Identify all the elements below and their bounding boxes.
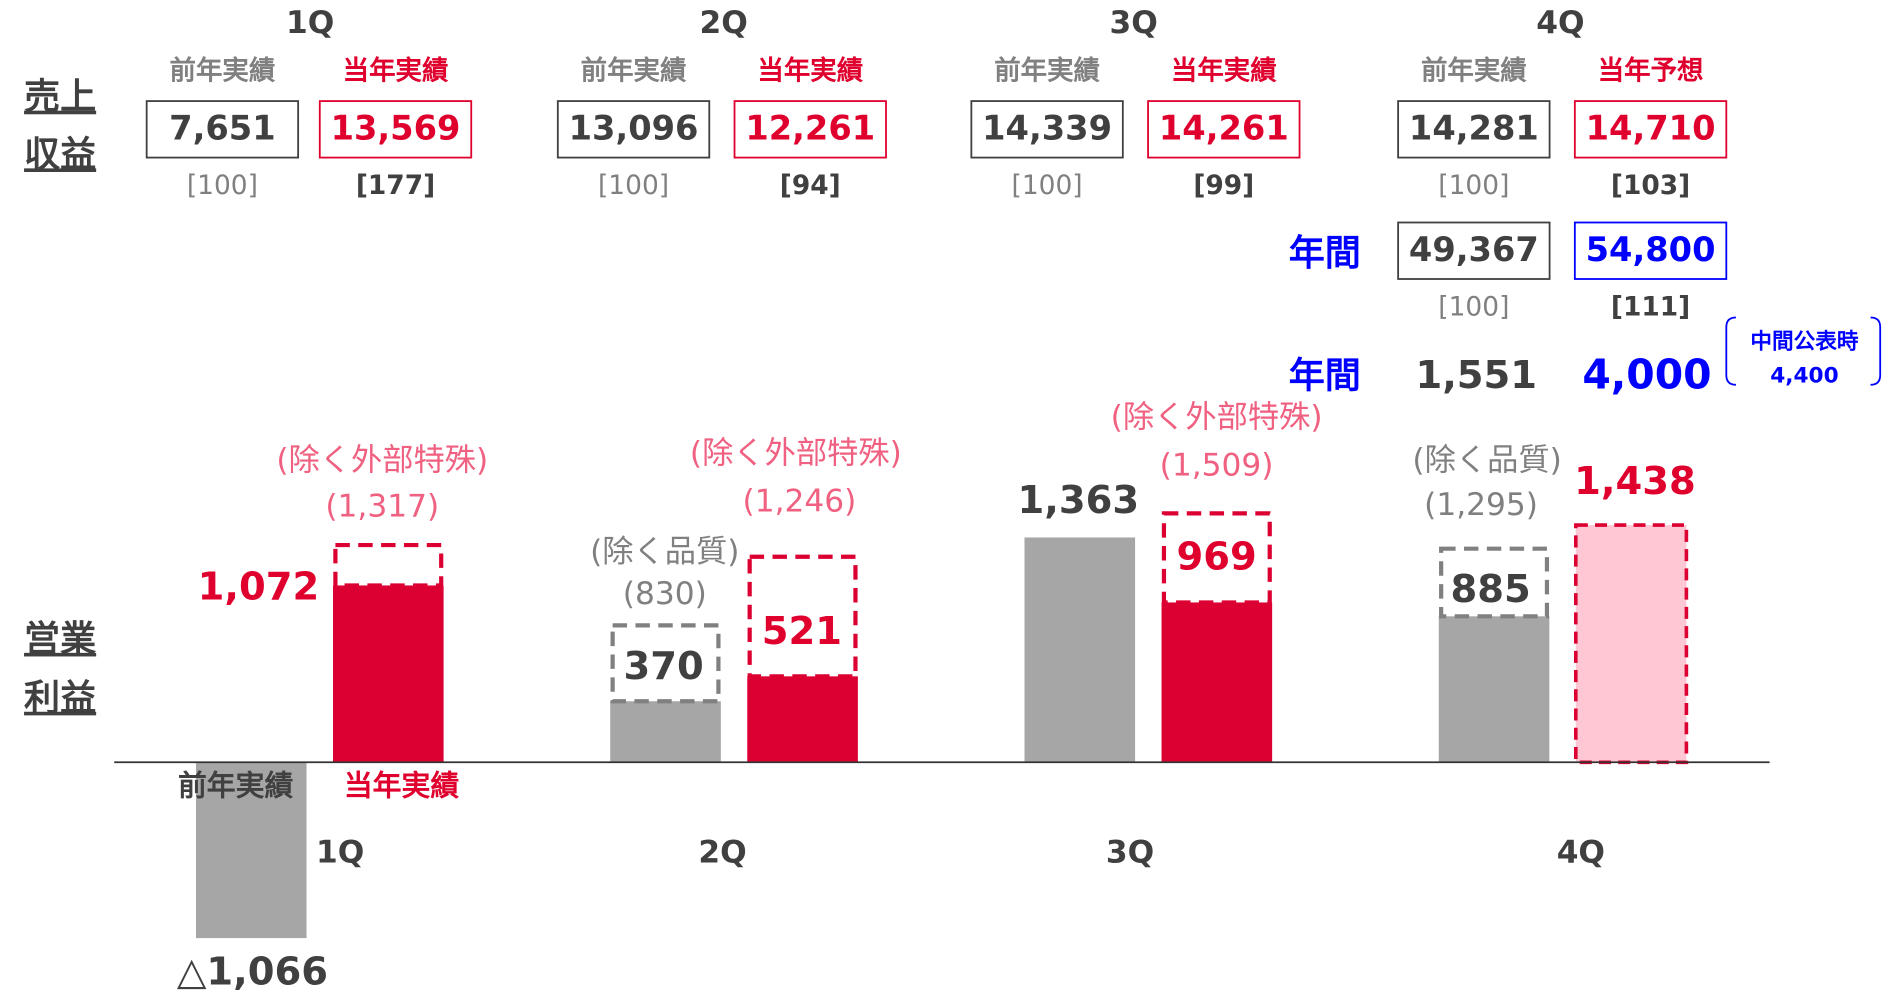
column-header: 当年予想 xyxy=(1598,56,1704,87)
column-header: 当年実績 xyxy=(1171,56,1277,87)
revenue-value: 14,339 xyxy=(982,108,1112,147)
value-label: 1,363 xyxy=(1018,478,1140,523)
x-tick-label: 1Q xyxy=(316,835,364,871)
bar xyxy=(1573,523,1689,765)
interim-note: 中間公表時 xyxy=(1750,330,1859,355)
adjusted-value: (1,509) xyxy=(1160,448,1274,484)
row-label: 利益 xyxy=(24,677,96,719)
adjusted-box xyxy=(610,623,721,704)
adjusted-value: (1,317) xyxy=(325,488,439,524)
value-box xyxy=(1397,100,1551,159)
x-tick-label: 3Q xyxy=(1106,835,1154,871)
index-label: [100] xyxy=(1438,291,1509,322)
adjusted-note: (除く外部特殊) xyxy=(690,436,902,472)
value-box xyxy=(556,100,711,159)
value-box xyxy=(970,100,1124,159)
adjusted-note: (除く品質) xyxy=(1412,443,1561,479)
row-label: 営業 xyxy=(24,618,96,660)
revenue-value: 13,096 xyxy=(569,108,699,147)
bar xyxy=(1161,602,1273,763)
quarter-header: 1Q xyxy=(286,5,334,41)
value-label: △1,066 xyxy=(177,949,328,994)
quarter-header: 2Q xyxy=(700,5,748,41)
adjusted-box xyxy=(1161,511,1272,605)
legend-entry: 当年実績 xyxy=(344,769,460,803)
legend-entry: 前年実績 xyxy=(178,769,294,803)
adjusted-box xyxy=(333,542,444,588)
bar xyxy=(195,762,307,939)
row-label: 収益 xyxy=(24,133,96,175)
value-label: 521 xyxy=(762,609,842,654)
row-label: 売上 xyxy=(24,76,96,118)
x-tick-label: 4Q xyxy=(1557,835,1605,871)
x-tick-label: 2Q xyxy=(698,835,746,871)
annual-label: 年間 xyxy=(1289,232,1361,274)
column-header: 前年実績 xyxy=(581,56,687,87)
value-label: 969 xyxy=(1176,535,1256,580)
revenue-value: 7,651 xyxy=(169,108,275,147)
value-box xyxy=(1573,221,1728,280)
adjusted-value: (830) xyxy=(623,576,707,612)
value-box xyxy=(1573,100,1728,159)
bar xyxy=(1438,616,1550,763)
value-box xyxy=(733,100,887,159)
annual-label: 年間 xyxy=(1289,355,1361,397)
value-box xyxy=(1397,221,1551,280)
index-label: [100] xyxy=(187,170,258,201)
annual-profit: 4,000 xyxy=(1582,351,1711,399)
revenue-value: 12,261 xyxy=(745,108,875,147)
annual-value: 54,800 xyxy=(1586,230,1716,269)
adjusted-box xyxy=(747,554,858,679)
index-label: [99] xyxy=(1193,170,1254,201)
column-header: 前年実績 xyxy=(994,56,1100,87)
value-label: 1,072 xyxy=(198,565,320,610)
value-label: 1,438 xyxy=(1574,459,1696,504)
value-label: 370 xyxy=(623,644,703,689)
bracket-left xyxy=(1725,316,1736,386)
interim-value: 4,400 xyxy=(1770,363,1838,388)
index-label: [100] xyxy=(598,170,669,201)
bar xyxy=(610,701,721,763)
annual-value: 49,367 xyxy=(1409,230,1539,269)
bracket-right xyxy=(1870,316,1882,386)
adjusted-note: (除く品質) xyxy=(590,534,739,570)
bar xyxy=(747,676,858,763)
bar xyxy=(1024,537,1136,763)
quarter-header: 4Q xyxy=(1536,5,1584,41)
column-header: 前年実績 xyxy=(170,56,276,87)
index-label: [94] xyxy=(780,170,841,201)
index-label: [100] xyxy=(1012,170,1083,201)
value-box xyxy=(145,100,300,159)
adjusted-box xyxy=(1439,546,1550,619)
value-box xyxy=(1147,100,1301,159)
bar xyxy=(333,585,444,763)
adjusted-note: (除く外部特殊) xyxy=(1111,399,1323,435)
revenue-value: 13,569 xyxy=(331,108,461,147)
value-box xyxy=(318,100,473,159)
adjusted-value: (1,295) xyxy=(1424,487,1538,523)
annual-profit: 1,551 xyxy=(1415,353,1537,398)
revenue-value: 14,281 xyxy=(1409,108,1539,147)
index-label: [177] xyxy=(356,170,435,201)
quarter-header: 3Q xyxy=(1109,5,1157,41)
revenue-value: 14,710 xyxy=(1586,108,1716,147)
column-header: 当年実績 xyxy=(343,56,449,87)
value-label: 885 xyxy=(1451,567,1531,612)
column-header: 当年実績 xyxy=(757,56,863,87)
index-label: [111] xyxy=(1611,291,1690,322)
column-header: 前年実績 xyxy=(1421,56,1527,87)
index-label: [100] xyxy=(1438,170,1509,201)
adjusted-note: (除く外部特殊) xyxy=(276,443,488,479)
adjusted-value: (1,246) xyxy=(743,484,857,520)
index-label: [103] xyxy=(1611,170,1690,201)
revenue-value: 14,261 xyxy=(1159,108,1289,147)
